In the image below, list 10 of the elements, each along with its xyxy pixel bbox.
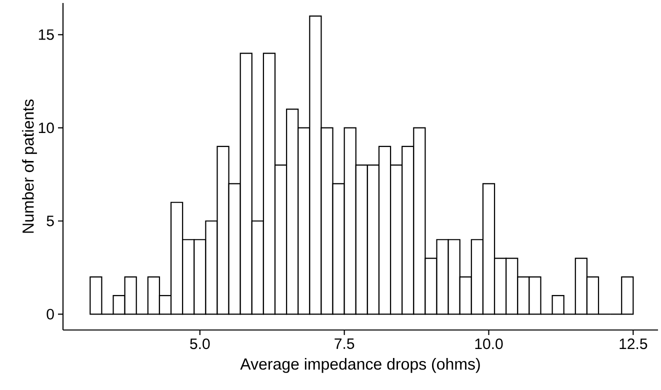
y-tick-label: 15 xyxy=(38,29,54,40)
x-tick-label: 5.0 xyxy=(190,338,210,350)
y-tick-label: 10 xyxy=(38,122,54,134)
y-tick-label: 5 xyxy=(46,216,54,226)
x-axis-title: Average impedance drops (ohms) xyxy=(240,358,480,373)
x-tick-label: 10.0 xyxy=(475,338,503,350)
y-tick-label: 0 xyxy=(46,308,54,320)
x-tick-label: 7.5 xyxy=(334,338,354,349)
x-tick-label: 12.5 xyxy=(620,338,648,350)
y-axis-title: Number of patients xyxy=(22,100,37,233)
